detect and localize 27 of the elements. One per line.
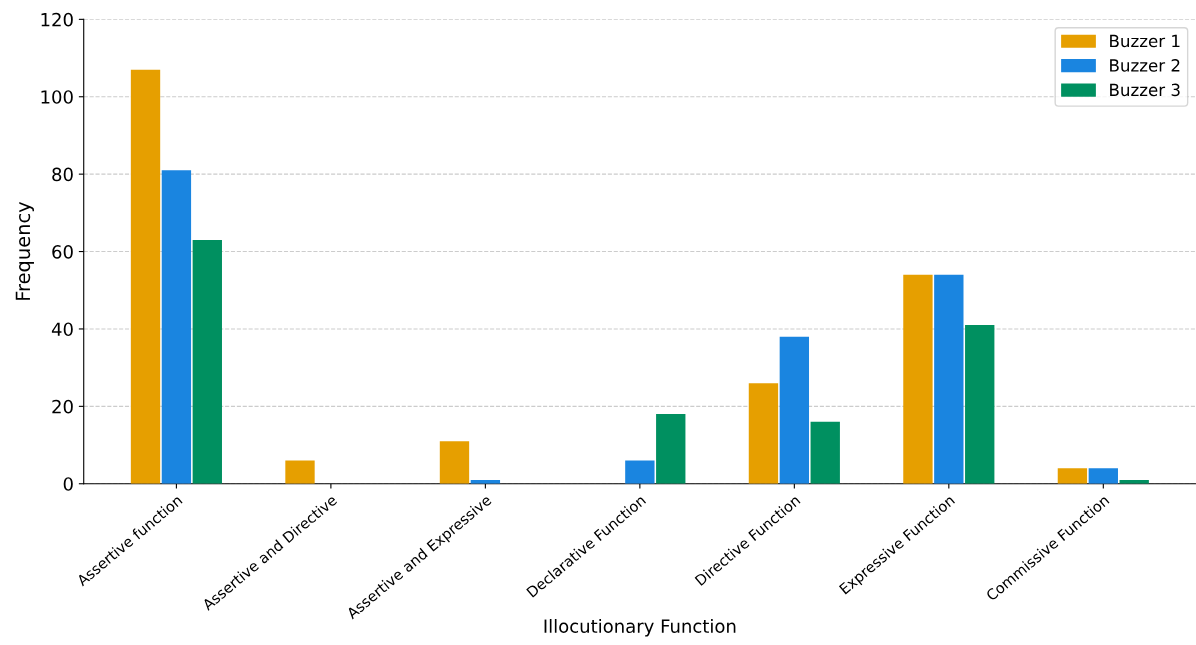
y-tick-label: 40 <box>51 322 73 337</box>
y-tick-label: 100 <box>41 90 73 104</box>
bar <box>625 460 655 484</box>
y-axis-title: Frequency <box>15 201 34 300</box>
y-tick-label: 60 <box>52 245 73 259</box>
bar <box>965 325 995 484</box>
y-tick-label: 0 <box>63 477 73 491</box>
bar <box>1088 468 1118 484</box>
bar <box>903 274 933 484</box>
y-tick-label: 80 <box>52 167 73 182</box>
bar <box>192 239 222 484</box>
legend-label: Buzzer 1 <box>1110 34 1180 48</box>
legend-label: Buzzer 3 <box>1110 83 1180 97</box>
bar <box>439 441 470 484</box>
bar <box>810 421 840 484</box>
bar <box>130 69 161 484</box>
bar <box>748 383 779 484</box>
bar <box>285 460 315 484</box>
bar <box>934 274 964 484</box>
x-axis-title: Illocutionary Function <box>544 619 736 637</box>
bar <box>656 414 686 484</box>
legend-label: Buzzer 2 <box>1110 59 1180 72</box>
bar <box>1057 468 1088 484</box>
y-tick-label: 120 <box>41 12 73 27</box>
bar <box>779 336 810 484</box>
y-tick-label: 20 <box>52 399 73 414</box>
bar <box>161 170 192 484</box>
